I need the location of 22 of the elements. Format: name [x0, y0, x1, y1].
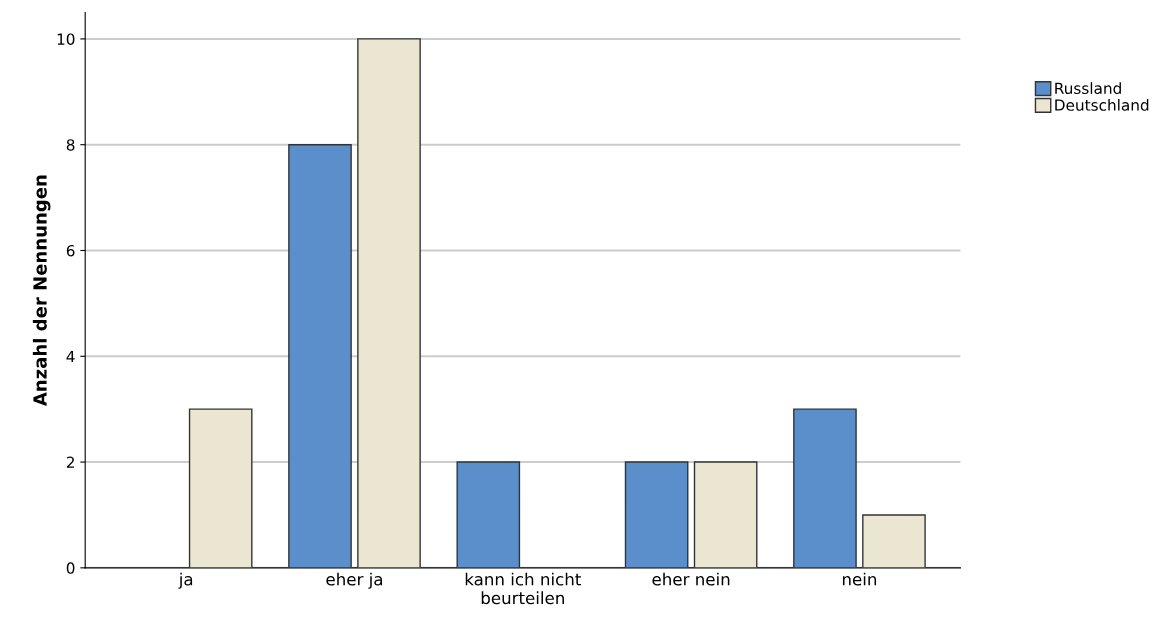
y-tick-label: 8 [66, 139, 75, 151]
bar [456, 461, 521, 568]
y-axis-title: Anzahl der Nennungen [32, 175, 51, 407]
x-tick-label: ja [178, 572, 193, 589]
x-tick-label: eher nein [652, 572, 730, 586]
bar [357, 38, 421, 568]
bar [793, 408, 857, 568]
bar [288, 144, 352, 568]
x-tick-label: kann ich nicht beurteilen [465, 572, 581, 605]
y-tick-label: 2 [66, 456, 74, 468]
legend-label: Deutschland [1055, 99, 1149, 111]
bar [862, 514, 926, 568]
legend-label: Russland [1055, 82, 1121, 95]
y-tick-label: 10 [57, 33, 75, 45]
bar [188, 408, 253, 568]
x-tick-label: eher ja [326, 572, 383, 589]
y-tick-label: 4 [66, 350, 75, 363]
y-tick-label: 0 [66, 562, 75, 574]
bar [624, 461, 689, 568]
x-tick-label: nein [842, 572, 877, 586]
y-tick-label: 6 [66, 244, 75, 257]
bar [693, 461, 758, 568]
